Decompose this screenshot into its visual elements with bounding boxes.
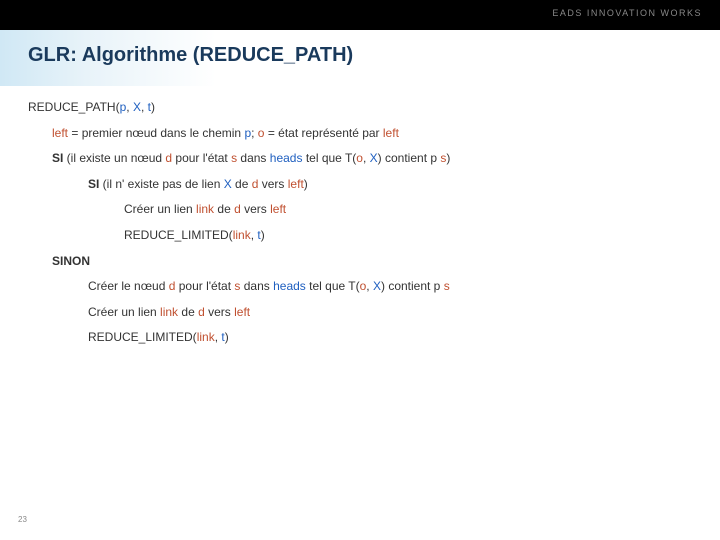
- variable-token: s: [444, 279, 450, 293]
- text-token: vers: [241, 202, 270, 216]
- variable-token: d: [198, 305, 205, 319]
- text-token: pour l'état: [172, 151, 231, 165]
- variable-token: X: [224, 177, 232, 191]
- text-token: (il n' existe pas de lien: [99, 177, 223, 191]
- text-token: ,: [141, 100, 148, 114]
- text-token: vers: [258, 177, 287, 191]
- text-token: ): [446, 151, 450, 165]
- variable-token: heads: [270, 151, 303, 165]
- text-token: pour l'état: [175, 279, 234, 293]
- text-token: ,: [366, 279, 373, 293]
- text-token: ) contient p: [378, 151, 441, 165]
- text-token: tel que T(: [302, 151, 356, 165]
- variable-token: left: [234, 305, 250, 319]
- algo-line: Créer le nœud d pour l'état s dans heads…: [88, 279, 692, 295]
- text-token: = premier nœud dans le chemin: [68, 126, 244, 140]
- text-token: REDUCE_LIMITED(: [124, 228, 233, 242]
- text-token: REDUCE_PATH(: [28, 100, 120, 114]
- algorithm-body: REDUCE_PATH(p, X, t) left = premier nœud …: [28, 100, 692, 356]
- keyword: SI: [52, 151, 63, 165]
- variable-token: left: [270, 202, 286, 216]
- variable-token: left: [288, 177, 304, 191]
- page-number: 23: [18, 515, 27, 524]
- text-token: Créer le nœud: [88, 279, 169, 293]
- text-token: ): [304, 177, 308, 191]
- text-token: de: [178, 305, 198, 319]
- text-token: dans: [240, 279, 273, 293]
- variable-token: o: [356, 151, 363, 165]
- brand-logo: EADS INNOVATION WORKS: [552, 8, 702, 18]
- text-token: ;: [251, 126, 258, 140]
- text-token: (il existe un nœud: [63, 151, 165, 165]
- algo-line: REDUCE_PATH(p, X, t): [28, 100, 692, 116]
- keyword: SI: [88, 177, 99, 191]
- text-token: tel que T(: [306, 279, 360, 293]
- text-token: Créer un lien: [88, 305, 160, 319]
- text-token: ): [261, 228, 265, 242]
- variable-token: X: [370, 151, 378, 165]
- variable-token: left: [52, 126, 68, 140]
- algo-line: REDUCE_LIMITED(link, t): [88, 330, 692, 346]
- text-token: dans: [237, 151, 270, 165]
- text-token: ): [151, 100, 155, 114]
- variable-token: link: [160, 305, 178, 319]
- text-token: ,: [126, 100, 133, 114]
- text-token: REDUCE_LIMITED(: [88, 330, 197, 344]
- variable-token: X: [373, 279, 381, 293]
- text-token: de: [232, 177, 252, 191]
- text-token: ) contient p: [381, 279, 444, 293]
- variable-token: link: [196, 202, 214, 216]
- algo-line: REDUCE_LIMITED(link, t): [124, 228, 692, 244]
- keyword: SINON: [52, 254, 90, 268]
- algo-line: Créer un lien link de d vers left: [88, 305, 692, 321]
- variable-token: link: [197, 330, 215, 344]
- variable-token: d: [234, 202, 241, 216]
- text-token: ): [225, 330, 229, 344]
- algo-line: Créer un lien link de d vers left: [124, 202, 692, 218]
- text-token: Créer un lien: [124, 202, 196, 216]
- variable-token: heads: [273, 279, 306, 293]
- variable-token: link: [233, 228, 251, 242]
- variable-token: left: [383, 126, 399, 140]
- text-token: ,: [363, 151, 370, 165]
- algo-line: SI (il n' existe pas de lien X de d vers…: [88, 177, 692, 193]
- text-token: = état représenté par: [264, 126, 382, 140]
- algo-line: SINON: [52, 254, 692, 270]
- algo-line: SI (il existe un nœud d pour l'état s da…: [52, 151, 692, 167]
- slide-title: GLR: Algorithme (REDUCE_PATH): [28, 44, 353, 67]
- text-token: de: [214, 202, 234, 216]
- text-token: vers: [205, 305, 234, 319]
- algo-line: left = premier nœud dans le chemin p; o …: [52, 126, 692, 142]
- variable-token: X: [133, 100, 141, 114]
